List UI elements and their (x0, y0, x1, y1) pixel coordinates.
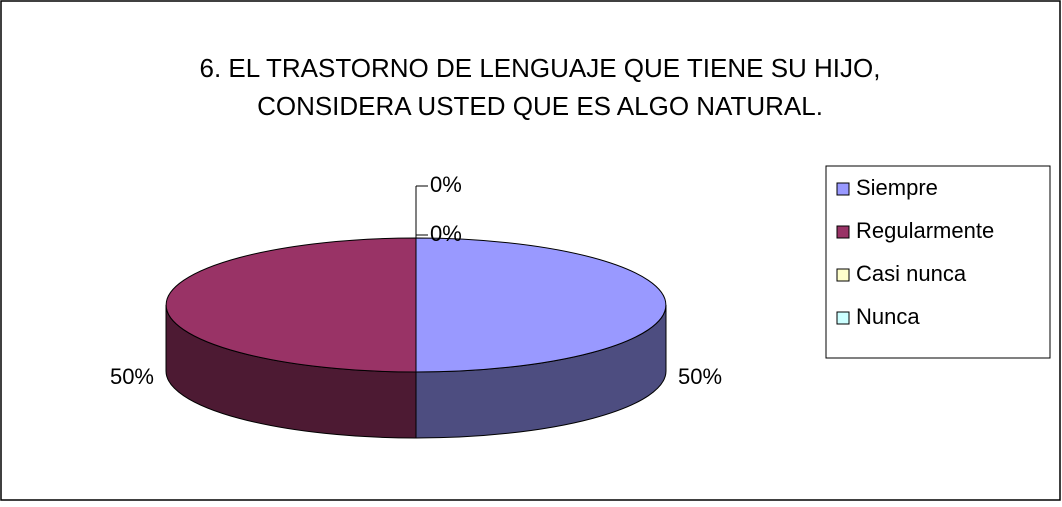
chart-title: CONSIDERA USTED QUE ES ALGO NATURAL. (257, 91, 823, 121)
pie-slice (415, 237, 667, 373)
legend-label: Siempre (856, 175, 938, 200)
legend-swatch (836, 311, 850, 325)
data-label: 50% (678, 364, 722, 389)
legend-box (825, 165, 1051, 359)
data-label: 0% (430, 172, 462, 197)
legend-swatch (836, 182, 850, 196)
pie-slice (165, 237, 417, 373)
legend-label: Casi nunca (856, 261, 967, 286)
data-label: 0% (430, 221, 462, 246)
legend-label: Nunca (856, 304, 920, 329)
legend-swatch (836, 268, 850, 282)
chart-title: 6. EL TRASTORNO DE LENGUAJE QUE TIENE SU… (200, 53, 881, 83)
data-label: 50% (110, 364, 154, 389)
legend-label: Regularmente (856, 218, 994, 243)
legend-swatch (836, 225, 850, 239)
